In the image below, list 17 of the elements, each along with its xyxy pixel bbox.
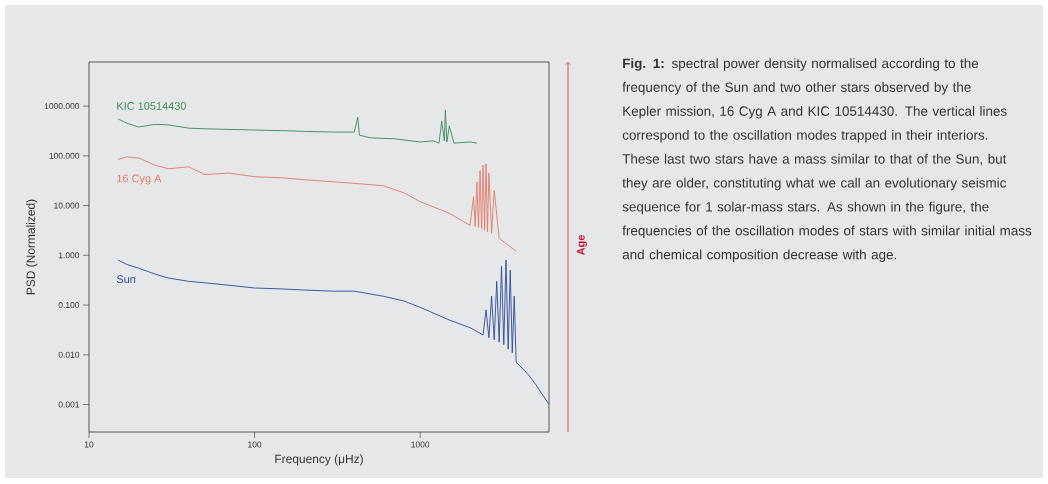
y-tick-label: 10.000	[54, 202, 80, 209]
y-tick-label: 0.100	[58, 302, 80, 309]
series-label: 16 Cyg A	[117, 174, 162, 185]
series-label: KIC 10514430	[117, 102, 186, 110]
x-tick-label: 100	[248, 441, 262, 448]
y-tick-label: 1.000	[58, 252, 80, 259]
y-tick-label: 0.010	[58, 351, 80, 358]
text: Fig. 1: spectral power density normalised according to the frequency of the Sun and two other stars observed by the Kepler mission, 16 Cyg A and KIC 10514430. The vertical lines correspond to the oscillation modes trapped in their interiors. These last two stars have a mass similar to that of the Sun, but they are older, constituting what we call an evolutionary seismic sequence for 1 solar-mass stars. As shown in the figure, the frequencies of the oscillation modes of stars with similar initial mass and chemical composition decrease with age.	[622, 58, 1032, 263]
y-tick-label: 1000.000	[44, 103, 80, 110]
y-axis-title: PSD (Normalized)	[26, 199, 38, 295]
y-tick-label: 0.001	[58, 401, 80, 408]
y-tick-label: 100.000	[49, 152, 80, 159]
text: Age	[577, 235, 587, 256]
x-tick-label: 1000	[411, 441, 430, 448]
x-axis-title: Frequency (μHz)	[275, 454, 363, 466]
series-label: Sun	[116, 275, 136, 284]
x-tick-label: 10	[84, 441, 94, 448]
